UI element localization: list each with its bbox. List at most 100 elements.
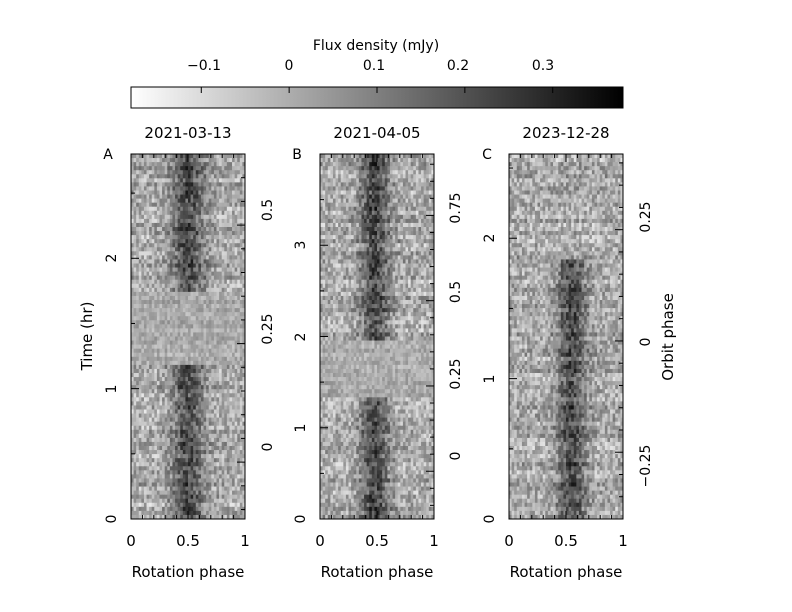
heatmap-cell — [213, 352, 217, 358]
heatmap-cell — [180, 332, 184, 337]
heatmap-cell — [423, 194, 427, 199]
heatmap-cell — [188, 368, 191, 374]
heatmap-cell — [415, 202, 419, 208]
heatmap-cell — [392, 166, 396, 171]
heatmap-cell — [200, 478, 204, 483]
heatmap-cell — [216, 506, 220, 512]
heatmap-cell — [369, 222, 373, 228]
heatmap-cell — [198, 328, 202, 333]
heatmap-cell — [138, 494, 142, 500]
x-axis-label: Rotation phase — [132, 563, 245, 581]
heatmap-cell — [159, 462, 163, 467]
heatmap-cell — [343, 222, 347, 228]
heatmap-cell — [221, 186, 225, 191]
heatmap-cell — [221, 385, 225, 390]
heatmap-cell — [180, 243, 184, 248]
heatmap-cell — [162, 356, 166, 362]
heatmap-cell — [353, 227, 357, 232]
heatmap-cell — [138, 283, 142, 289]
heatmap-cell — [167, 462, 171, 467]
heatmap-cell — [188, 462, 191, 467]
heatmap-cell — [175, 377, 178, 382]
heatmap-cell — [211, 210, 215, 216]
heatmap-cell — [229, 295, 233, 301]
heatmap-cell — [395, 202, 399, 208]
heatmap-cell — [182, 514, 186, 520]
heatmap-cell — [239, 162, 243, 167]
heatmap-cell — [167, 267, 171, 272]
heatmap-cell — [175, 231, 178, 236]
heatmap-cell — [143, 267, 147, 272]
heatmap-cell — [211, 182, 215, 187]
heatmap-cell — [195, 514, 199, 520]
y-tick-label: 0 — [104, 515, 120, 524]
heatmap-cell — [159, 352, 163, 358]
heatmap-cell — [164, 316, 168, 321]
heatmap-cell — [213, 344, 217, 350]
heatmap-cell — [208, 377, 212, 382]
heatmap-cell — [208, 214, 212, 220]
heatmap-cell — [234, 381, 238, 386]
heatmap-cell — [206, 450, 210, 455]
heatmap-cell — [143, 356, 147, 362]
heatmap-cell — [198, 494, 202, 500]
heatmap-cell — [219, 158, 223, 163]
heatmap-cell — [208, 429, 212, 435]
heatmap-cell — [345, 227, 349, 232]
heatmap-cell — [136, 454, 140, 459]
heatmap-cell — [224, 348, 228, 354]
heatmap-cell — [143, 389, 147, 394]
heatmap-cell — [234, 413, 238, 418]
heatmap-cell — [392, 190, 396, 195]
heatmap-cell — [206, 470, 210, 475]
heatmap-cell — [182, 409, 186, 414]
heatmap-cell — [374, 235, 378, 240]
heatmap-cell — [198, 162, 202, 167]
heatmap-cell — [374, 194, 378, 199]
heatmap-cell — [348, 170, 352, 175]
heatmap-cell — [418, 174, 422, 179]
heatmap-cell — [239, 231, 243, 236]
heatmap-cell — [431, 202, 435, 208]
heatmap-cell — [167, 389, 171, 394]
heatmap-cell — [389, 227, 393, 232]
heatmap-cell — [177, 182, 181, 187]
heatmap-cell — [213, 454, 217, 459]
heatmap-cell — [159, 340, 163, 345]
heatmap-cell — [200, 255, 204, 260]
heatmap-cell — [180, 494, 184, 500]
heatmap-cell — [138, 239, 142, 244]
heatmap-cell — [185, 162, 189, 167]
heatmap-cell — [175, 397, 178, 402]
heatmap-cell — [177, 373, 181, 378]
heatmap-cell — [154, 162, 158, 167]
heatmap-cell — [237, 283, 241, 289]
heatmap-cell — [237, 377, 241, 382]
heatmap-cell — [198, 291, 202, 297]
heatmap-cell — [200, 514, 204, 520]
heatmap-cell — [133, 300, 137, 305]
heatmap-cell — [182, 373, 186, 378]
heatmap-cell — [143, 316, 147, 321]
heatmap-cell — [143, 247, 147, 252]
heatmap-cell — [358, 154, 362, 159]
heatmap-cell — [133, 494, 137, 500]
heatmap-cell — [234, 324, 238, 329]
heatmap-cell — [320, 170, 323, 175]
heatmap-cell — [167, 458, 171, 463]
heatmap-cell — [180, 405, 184, 410]
heatmap-cell — [377, 235, 380, 240]
heatmap-cell — [229, 514, 233, 520]
heatmap-cell — [200, 263, 204, 268]
heatmap-cell — [213, 202, 217, 208]
heatmap-cell — [180, 502, 184, 508]
heatmap-cell — [369, 235, 373, 240]
heatmap-cell — [418, 154, 422, 159]
heatmap-cell — [154, 279, 158, 285]
heatmap-cell — [387, 231, 391, 236]
heatmap-cell — [177, 308, 181, 313]
heatmap-cell — [325, 162, 329, 167]
heatmap-cell — [221, 462, 225, 467]
heatmap-cell — [141, 506, 145, 512]
heatmap-cell — [428, 235, 432, 240]
